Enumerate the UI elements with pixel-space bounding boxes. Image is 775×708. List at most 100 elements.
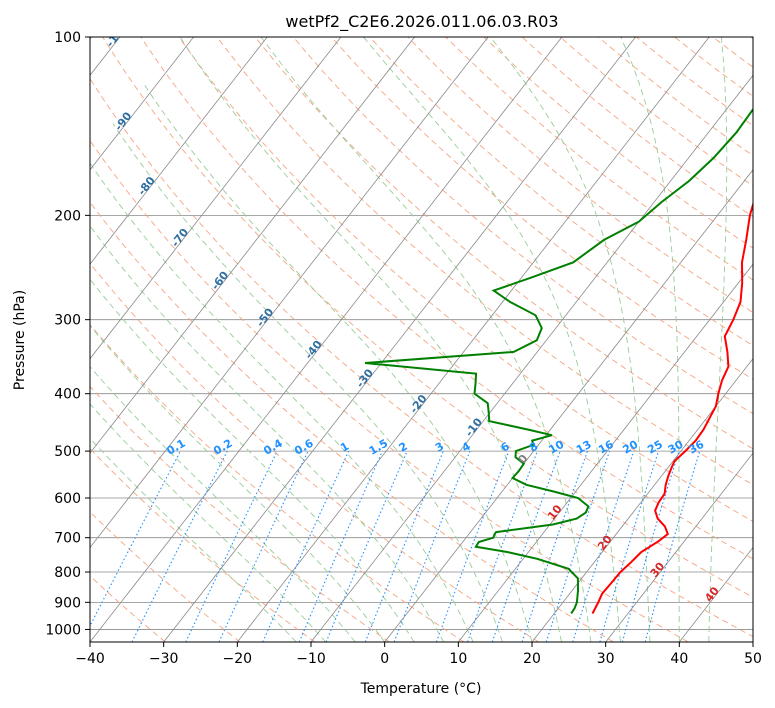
dry-adiabat-line: [407, 37, 753, 313]
mixing-ratio-line-2: [325, 450, 408, 642]
mixing-ratio-label-0.4: 0.4: [261, 436, 285, 457]
y-axis-label: Pressure (hPa): [12, 290, 28, 390]
y-tick-label: 900: [54, 595, 81, 611]
mixing-ratio-label-1.5: 1.5: [367, 437, 390, 458]
isotherm-line: [457, 263, 753, 642]
mixing-ratio-label-1: 1: [338, 440, 351, 455]
dry-adiabat-line: [771, 24, 775, 642]
dry-adiabat-line: [673, 37, 753, 97]
mixing-ratio-label-2: 2: [397, 440, 410, 455]
isotherm-label-0: 0: [515, 452, 530, 466]
mixing-ratio-label-10: 10: [547, 438, 567, 457]
mixing-ratio-line-8: [466, 450, 538, 642]
x-tick-label: −30: [149, 651, 179, 667]
mixing-ratio-line-6: [435, 450, 510, 642]
isotherm-label--100: -100: [104, 20, 131, 50]
mixing-ratio-label-0.6: 0.6: [292, 436, 316, 457]
moist-adiabat-line: [260, 37, 592, 642]
dry-adiabat-line: [483, 37, 753, 249]
y-axis-ticks: 1000 900 800 700 600 500 400 300 200 100: [45, 30, 90, 638]
mixing-ratio-line-25: [599, 450, 660, 642]
mixing-ratio-line-13: [521, 450, 589, 642]
isotherm-line: [90, 37, 489, 549]
moist-adiabat-line: [90, 162, 474, 642]
mixing-ratio-line-3: [364, 450, 444, 642]
mixing-ratio-line-1.5: [298, 450, 384, 642]
mixing-ratio-lines: [90, 450, 701, 642]
mixing-ratio-line-36: [644, 450, 701, 642]
isotherm-line: [678, 546, 753, 642]
y-tick-label: 400: [54, 387, 81, 403]
mixing-ratio-label-25: 25: [645, 438, 665, 457]
mixing-ratio-line-16: [545, 450, 611, 642]
dry-adiabat-line: [90, 385, 390, 642]
isotherm-line: [90, 37, 342, 360]
dry-adiabat-line: [140, 37, 753, 560]
y-tick-label: 700: [54, 531, 81, 547]
x-tick-label: 0: [380, 651, 389, 667]
dry-adiabats: [90, 24, 775, 642]
profile-series: [365, 107, 753, 615]
isotherm-line: [90, 37, 415, 454]
mixing-ratio-line-0.6: [218, 450, 309, 642]
dry-adiabat-line: [330, 37, 753, 380]
moist-adiabat-line: [90, 437, 297, 642]
mixing-ratio-label-20: 20: [620, 438, 640, 457]
x-tick-label: 40: [670, 651, 688, 667]
isotherm-line: [384, 169, 753, 642]
isotherm-label-40: 40: [702, 584, 722, 604]
x-tick-label: 30: [597, 651, 615, 667]
mixing-ratio-label-4: 4: [460, 439, 473, 454]
mixing-ratio-label-0.1: 0.1: [164, 437, 187, 458]
mixing-ratio-label-8: 8: [527, 440, 540, 455]
dry-adiabat-line: [90, 139, 689, 642]
dry-adiabat-line: [90, 262, 540, 642]
isotherm-label--30: -30: [354, 366, 377, 390]
isotherm-label--20: -20: [407, 392, 430, 416]
dry-adiabat-line: [90, 324, 465, 642]
moist-adiabat-line: [620, 37, 680, 642]
isobar-gridlines: [90, 37, 753, 630]
isotherm-label--80: -80: [135, 174, 158, 198]
moist-adiabat-line: [489, 37, 651, 642]
dry-adiabat-line: [102, 37, 753, 598]
moist-adiabat-line: [90, 225, 444, 642]
dry-adiabat-line: [90, 78, 753, 638]
isotherm-label--40: -40: [302, 338, 325, 362]
dry-adiabat-line: [90, 201, 614, 642]
mixing-ratio-label-0.2: 0.2: [211, 437, 234, 458]
isotherm-label-30: 30: [648, 560, 668, 580]
mixing-ratio-line-1: [262, 450, 350, 642]
isotherm-label--50: -50: [254, 305, 277, 329]
y-tick-label: 300: [54, 313, 81, 329]
y-tick-label: 200: [54, 208, 81, 224]
x-axis-label: Temperature (°C): [360, 681, 482, 697]
isotherm-line: [605, 452, 753, 642]
plot-frame: [89, 36, 754, 643]
isotherm-line: [90, 37, 268, 265]
isotherm-label-20: 20: [595, 532, 615, 552]
isotherm-line: [752, 641, 753, 642]
y-tick-label: 500: [54, 444, 81, 460]
isotherm-line: [310, 74, 753, 642]
dry-adiabat-line: [712, 37, 753, 68]
isotherm-label--10: -10: [463, 415, 486, 439]
moist-adiabat-line: [363, 37, 621, 642]
x-tick-label: 20: [523, 651, 541, 667]
y-tick-label: 1000: [45, 622, 81, 638]
y-tick-label: 600: [54, 491, 81, 507]
moist-adiabat-line: [90, 403, 327, 642]
mixing-ratio-line-20: [572, 450, 635, 642]
dry-adiabat-line: [368, 37, 753, 347]
y-tick-label: 800: [54, 565, 81, 581]
isotherm-line: [90, 37, 563, 642]
x-tick-label: −40: [75, 651, 105, 667]
moist-adiabats: [90, 37, 728, 642]
mixing-ratio-label-16: 16: [596, 438, 616, 457]
x-tick-label: 50: [744, 651, 762, 667]
mixing-ratio-line-30: [621, 450, 680, 642]
series-dewpoint: [365, 107, 753, 615]
x-tick-label: −10: [296, 651, 326, 667]
chart-title: wetPf2_C2E6.2026.011.06.03.R03: [285, 12, 558, 32]
